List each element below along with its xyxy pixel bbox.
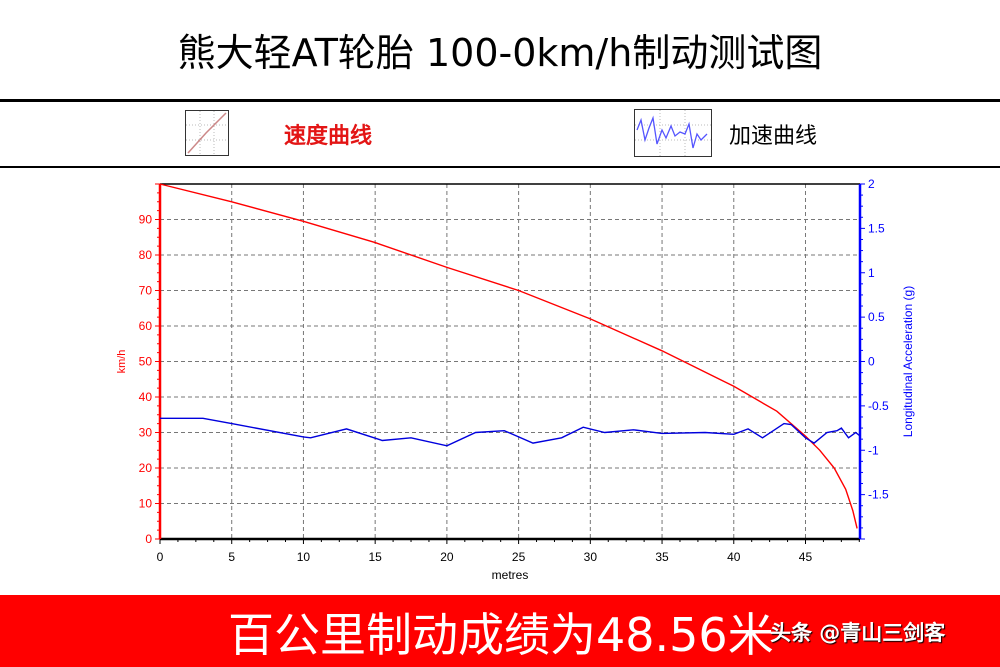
x-tick-label: 0 [157,550,164,564]
y-tick-label: 0 [145,532,152,546]
y2-tick-label: 0.5 [868,310,885,324]
braking-chart: 0 5 10 15 20 25 30 35 40 450102030405060708090-1.… [116,177,915,582]
acceleration-series-line [160,417,861,447]
x-tick-label: 30 [584,550,598,564]
y2-tick-label: 2 [868,177,875,191]
y2-tick-label: 0 [868,355,875,369]
y-tick-label: 50 [139,355,153,369]
y-tick-label: 80 [139,248,153,262]
y-tick-label: 30 [139,426,153,440]
y-tick-label: 40 [139,390,153,404]
legend-speed-label: 速度曲线 [284,124,373,149]
y2-tick-label: -1 [868,443,879,457]
y2-tick-label: -0.5 [868,399,889,413]
acceleration-curve-icon [634,109,712,157]
speed-curve-icon [185,110,229,156]
y2-axis-label: Longitudinal Acceleration (g) [901,286,915,437]
y2-tick-label: 1 [868,266,875,280]
braking-result: 百公里制动成绩为48.56米 [228,608,774,662]
top-divider [0,99,1000,102]
speed-series-line [159,183,858,529]
watermark: 头条 @青山三剑客 [770,621,946,645]
y-axis-label: km/h [116,350,128,374]
y-tick-label: 90 [139,213,153,227]
page-title: 熊大轻AT轮胎 100-0km/h制动测试图 [177,31,823,75]
x-tick-label: 5 [228,550,235,564]
y-tick-label: 70 [139,284,153,298]
x-tick-label: 15 [368,550,382,564]
x-tick-label: 40 [727,550,741,564]
y-tick-label: 20 [139,461,153,475]
x-tick-label: 10 [297,550,311,564]
footer-banner: 百公里制动成绩为48.56米 头条 @青山三剑客 [0,595,1000,667]
y-tick-label: 60 [139,319,153,333]
bottom-divider [0,166,1000,168]
x-tick-label: 25 [512,550,526,564]
x-tick-label: 35 [655,550,669,564]
y-tick-label: 10 [139,497,153,511]
y2-tick-label: -1.5 [868,488,889,502]
x-tick-label: 20 [440,550,454,564]
legend-acceleration-label: 加速曲线 [729,124,818,149]
x-tick-label: 45 [799,550,813,564]
y2-tick-label: 1.5 [868,221,885,235]
x-axis-label: metres [492,568,529,582]
